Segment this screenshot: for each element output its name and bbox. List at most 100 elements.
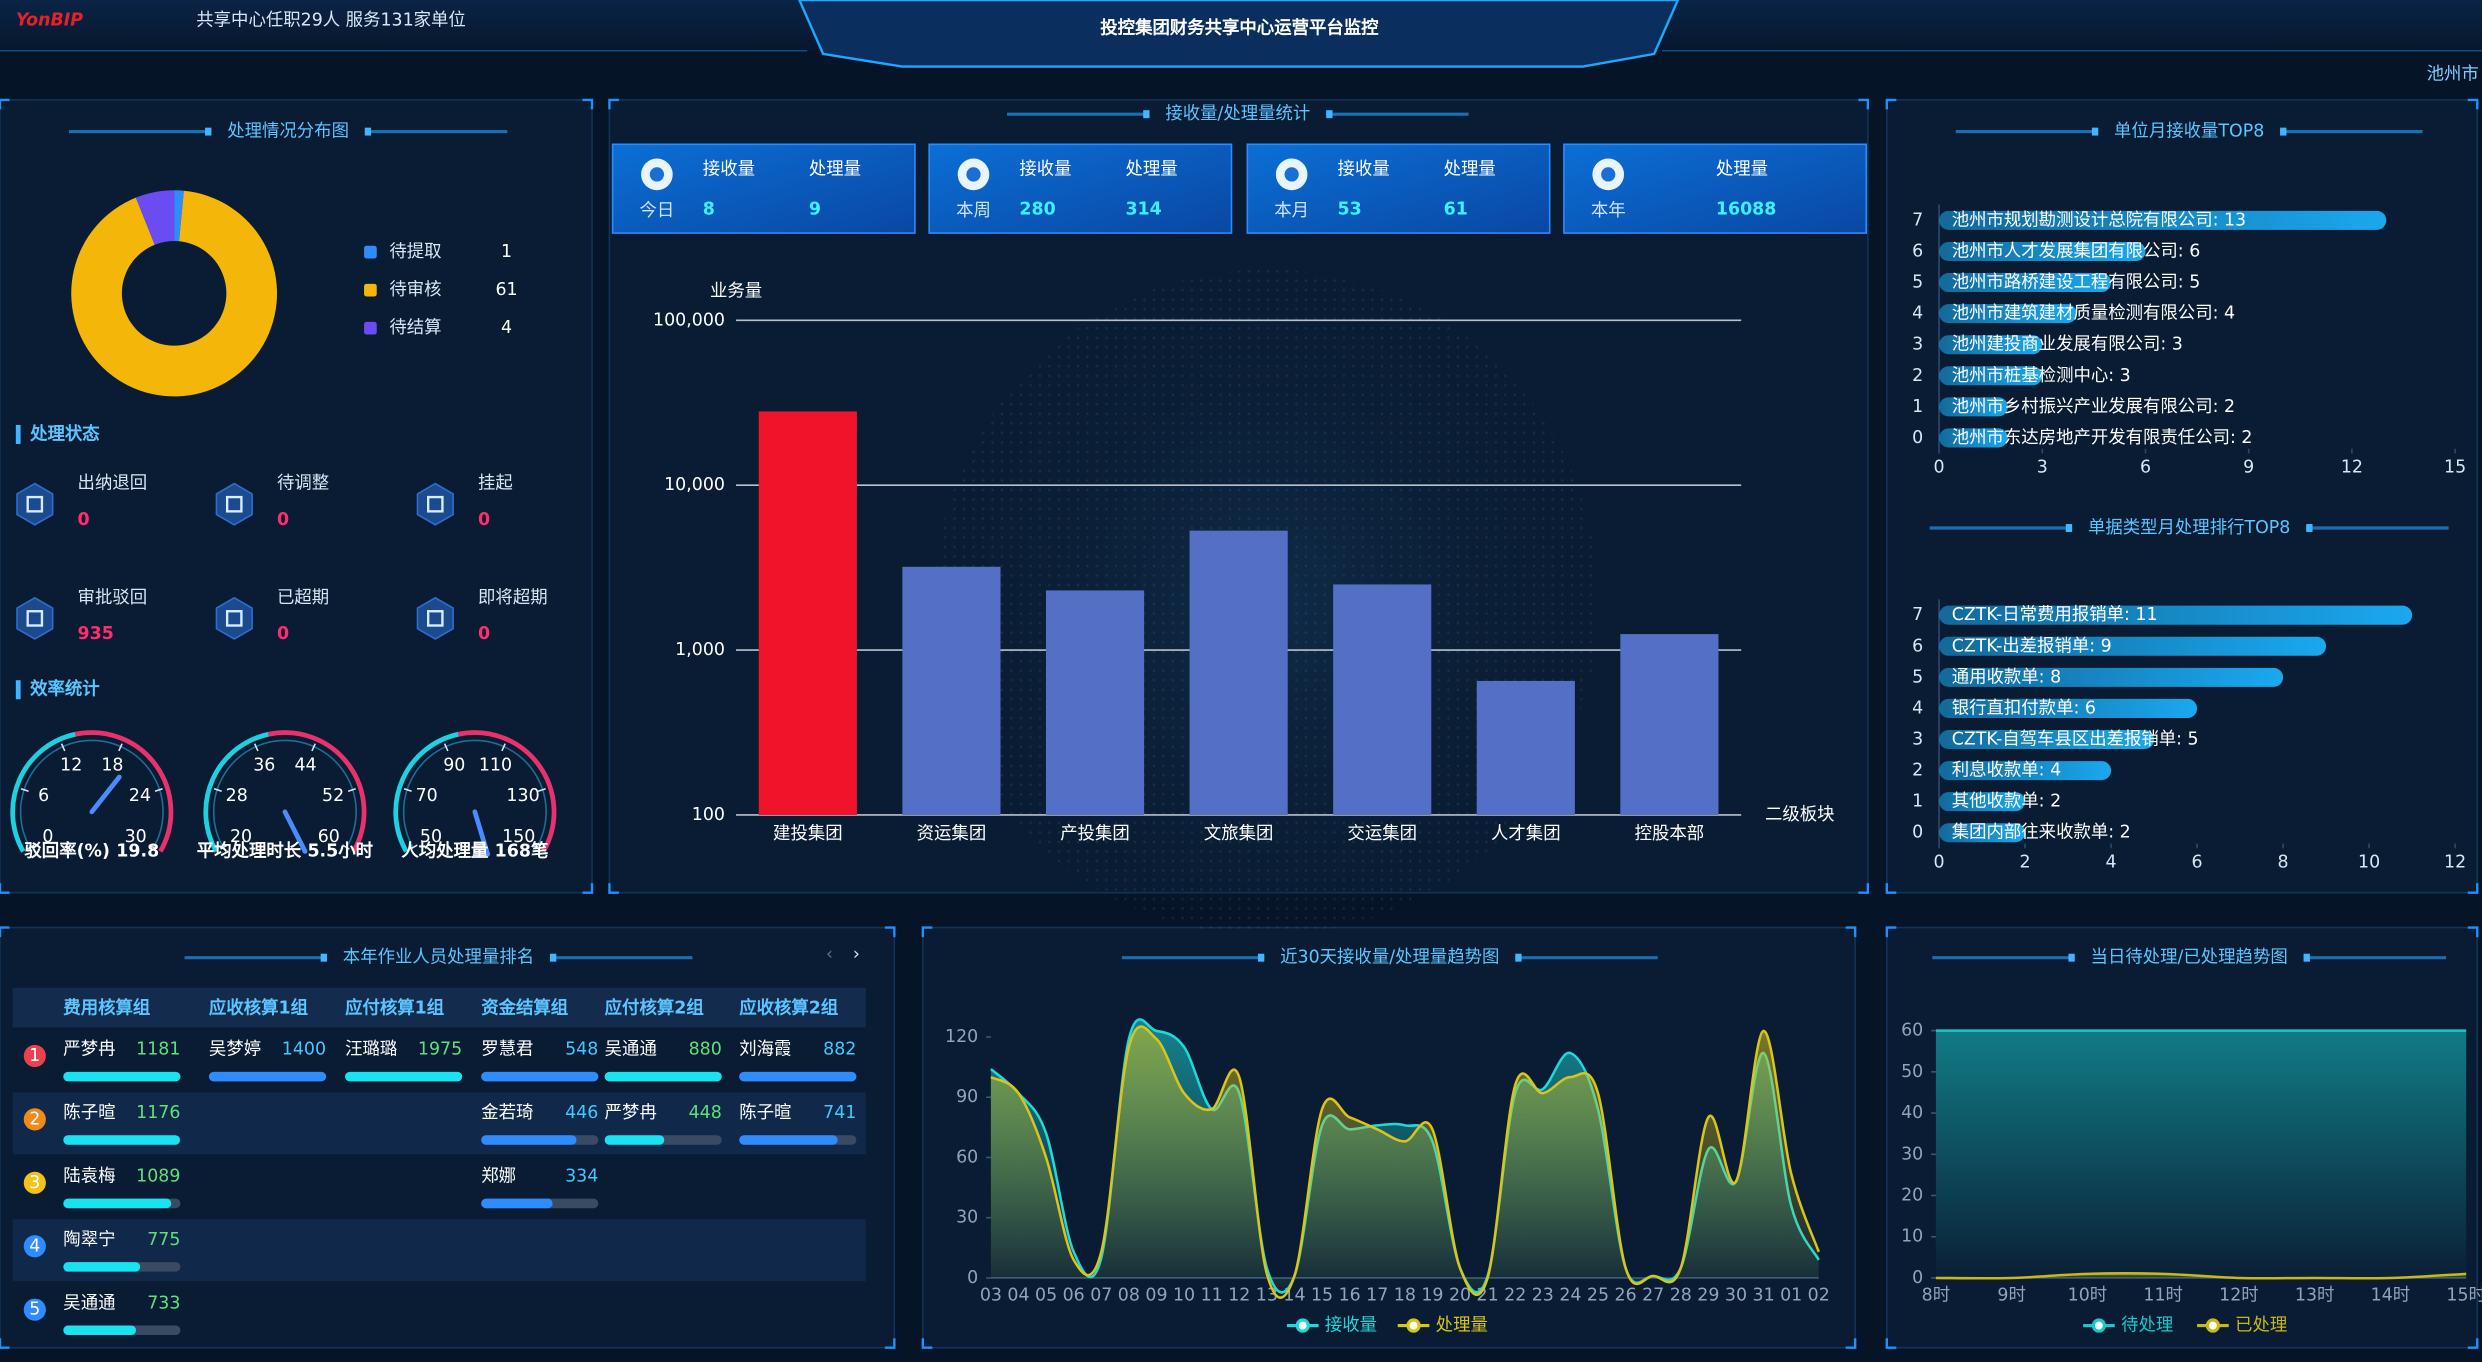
x-tick-label: 29 [1697,1285,1719,1305]
y-tick-label: 60 [956,1147,978,1167]
rank-badge [23,1235,46,1258]
bar [1939,241,2146,261]
y-tick-label: 120 [945,1027,978,1047]
stat-period: 本周 [956,201,991,221]
x-tick-label: 20 [1449,1285,1471,1305]
title-deco [320,953,327,962]
progress-bar [63,1198,172,1209]
legend-swatch [364,245,377,259]
x-tick-label: 6 [2192,853,2203,873]
status-value: 0 [277,624,289,644]
person-name: 郑娜 [481,1166,516,1186]
gauge-tick-label: 20 [230,827,252,847]
bar-label: CZTK-出差报销单: 9 [1952,636,2112,656]
x-tick-label: 22 [1504,1285,1526,1305]
y-tick-label: 100,000 [653,310,725,330]
table-header: 资金结算组 [481,997,569,1018]
y-tick-label: 50 [1901,1062,1923,1082]
panel-title: 当日待处理/已处理趋势图 [2091,948,2288,968]
y-tick-label: 30 [1901,1144,1923,1164]
panel-corner [0,883,10,894]
gauge-tick-label: 150 [502,827,535,847]
x-tick-label: 17 [1366,1285,1388,1305]
person-value: 880 [689,1040,722,1060]
rank-badge [23,1108,46,1131]
x-tick-label: 12 [2341,458,2363,478]
person-name: 陆袁梅 [63,1166,115,1186]
area-fill [990,1026,1819,1298]
stat-value: 8 [703,199,715,219]
bar [1939,428,2008,448]
stat-value: 9 [809,199,821,219]
panel-corner [2467,883,2479,894]
rank-badge [23,1298,46,1321]
x-tick-label: 31 [1753,1285,1775,1305]
progress-bar [481,1135,577,1145]
stat-icon-glyph [649,167,665,182]
panel-corner [1885,98,1897,110]
line [1935,1272,2467,1280]
x-tick-label: 24 [1559,1285,1581,1305]
y-tick-label: 2 [1912,366,1923,386]
bar [1333,584,1432,815]
x-tick-label: 8时 [1922,1285,1950,1305]
bar [1939,792,2026,812]
gauge-label: 平均处理时长 5.5小时 [197,840,374,861]
status-icon-glyph [225,610,243,627]
rank-badge [23,1044,46,1068]
legend-label: 接收量 [1325,1316,1377,1336]
prev-button[interactable]: ‹ [826,945,833,965]
table-header: 应收核算2组 [739,997,839,1018]
table-header: 费用核算组 [63,997,151,1018]
gauge-tick-label: 24 [129,786,151,806]
bar-label: 池州市路桥建设工程有限公司: 5 [1952,273,2201,293]
status-label: 挂起 [478,474,513,494]
next-button[interactable]: › [853,945,860,965]
x-tick-label: 0 [1934,458,1945,478]
progress-bar [208,1071,327,1082]
panel-corner [2467,926,2479,938]
pie-slice [135,190,175,245]
section-title: 效率统计 [30,679,100,700]
x-tick-label: 09 [1145,1285,1167,1305]
bar [1939,667,2284,687]
table-row-bg [12,1219,866,1282]
gauge-tick [60,743,66,752]
gauge-tick-label: 130 [506,786,539,806]
x-tick-label: 30 [1725,1285,1747,1305]
legend-label: 待处理 [2121,1316,2173,1336]
status-label: 待调整 [277,474,329,494]
y-tick-label: 3 [1912,729,1923,749]
panel-title: 近30天接收量/处理量趋势图 [1280,948,1499,968]
x-tick-label: 6 [2140,458,2151,478]
panel-corner [0,98,10,110]
gauge-tick-label: 12 [60,755,82,775]
bar [1939,304,2077,324]
panel-corner [0,1338,10,1349]
person-value: 733 [147,1293,180,1313]
stat-label: 处理量 [809,160,861,180]
bar [1939,335,2043,355]
bar [1939,273,2112,293]
legend-label: 待结算 [389,318,441,338]
gauge-tick [311,743,316,752]
title-deco [1326,110,1333,119]
x-tick-label: 15 [1311,1285,1333,1305]
panel-corner [1885,883,1897,894]
x-tick-label: 01 [1780,1285,1802,1305]
title-deco [549,953,557,962]
gauge-tick [347,788,356,792]
y-tick-label: 6 [1912,636,1923,656]
gauge-tick [532,844,540,850]
header-info: 共享中心任职29人 服务131家单位 [196,11,466,31]
progress-bar [739,1135,838,1145]
gauge-tick [537,788,546,792]
x-tick-label: 07 [1090,1285,1112,1305]
x-tick-label: 04 [1007,1285,1029,1305]
bar-label: 池州市乡村振兴产业发展有限公司: 2 [1952,397,2235,417]
rank-number: 4 [29,1236,40,1256]
gauge-tick-label: 52 [322,786,344,806]
x-tick-label: 19 [1421,1285,1443,1305]
gauge-name: 人均处理量 [401,840,488,861]
gauge-arc [393,731,459,853]
